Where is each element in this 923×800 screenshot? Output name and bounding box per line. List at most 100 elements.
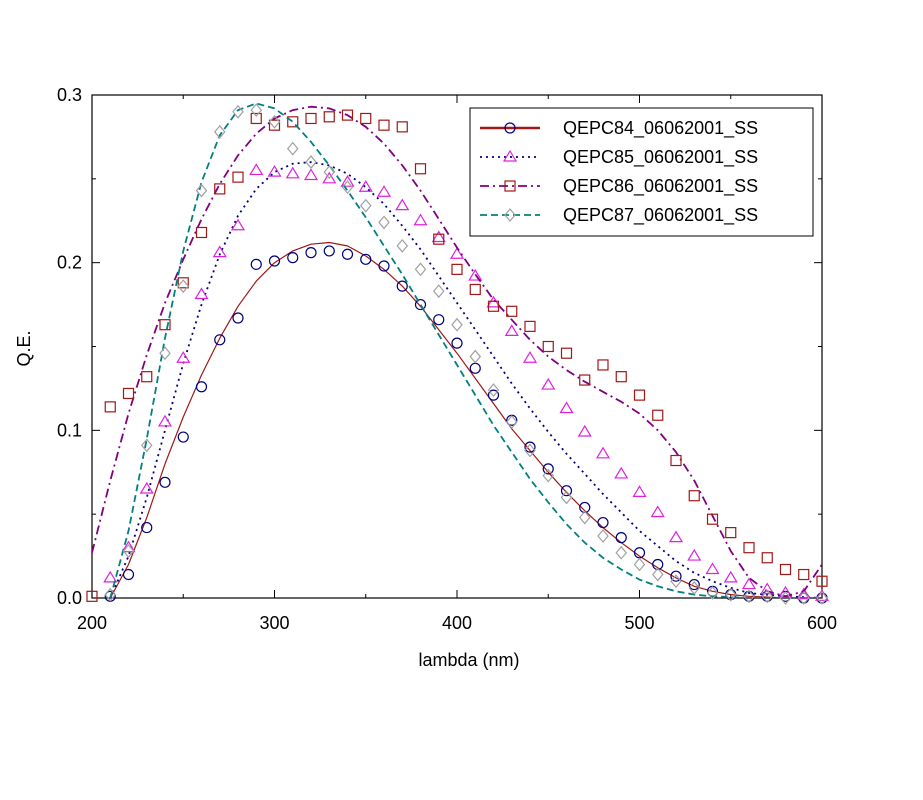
data-point (725, 527, 737, 539)
data-point (305, 112, 317, 125)
series-1 (109, 241, 822, 598)
data-point (798, 568, 810, 581)
data-point (122, 387, 135, 400)
series-3-fit-line (92, 105, 822, 598)
legend-label-2: QEPC85_06062001_SS (563, 147, 758, 168)
data-point (323, 111, 335, 123)
series-4-markers (104, 103, 828, 605)
y-tick-label: 0.2 (57, 253, 82, 273)
data-point (360, 112, 372, 125)
data-point (468, 268, 483, 281)
data-point (159, 346, 171, 361)
data-point (323, 245, 335, 257)
data-point (706, 513, 719, 525)
data-point (230, 218, 246, 231)
data-point (668, 530, 684, 543)
data-point (577, 424, 592, 437)
x-tick-label: 400 (442, 613, 472, 633)
data-point (395, 198, 410, 211)
data-point (378, 119, 390, 131)
data-point (652, 409, 664, 421)
y-axis-title: Q.E. (14, 330, 34, 366)
data-point (559, 401, 574, 414)
data-point (303, 168, 319, 181)
x-tick-label: 500 (624, 613, 654, 633)
data-point (433, 314, 445, 326)
data-point (670, 574, 682, 589)
data-point (431, 230, 446, 243)
data-point (761, 552, 773, 564)
data-point (396, 238, 409, 253)
data-point (705, 562, 720, 575)
data-point (651, 567, 664, 582)
data-point (413, 213, 428, 226)
data-point (487, 389, 500, 401)
legend-label-1: QEPC84_06062001_SS (563, 118, 758, 139)
series-2-fit-line (109, 161, 822, 598)
data-point (213, 124, 226, 139)
data-point (597, 359, 609, 371)
data-point (597, 529, 609, 543)
data-point (761, 589, 774, 604)
series-1-markers (104, 245, 828, 604)
data-point (816, 591, 828, 605)
data-point (305, 247, 317, 259)
legend-label-4: QEPC87_06062001_SS (563, 205, 758, 226)
data-point (579, 501, 591, 514)
data-point (104, 587, 117, 602)
data-point (159, 476, 171, 488)
y-tick-label: 0.1 (57, 420, 82, 440)
data-point (542, 463, 554, 475)
data-point (522, 351, 538, 363)
legend-marker-3 (504, 180, 516, 192)
y-tick-label: 0.3 (57, 85, 82, 105)
series-1-fit-line (109, 241, 822, 598)
data-point (615, 532, 627, 544)
data-point (633, 389, 646, 401)
data-point (414, 163, 427, 175)
data-point (104, 401, 116, 413)
data-point (487, 300, 500, 312)
data-point (688, 581, 701, 595)
data-point (743, 589, 755, 604)
data-point (287, 116, 299, 128)
legend: QEPC84_06062001_SS QEPC85_06062001_SS QEPC… (469, 107, 814, 237)
data-point (779, 563, 792, 576)
data-point (597, 516, 609, 529)
data-point (670, 454, 682, 467)
data-point (688, 490, 700, 502)
legend-label-3: QEPC86_06062001_SS (563, 176, 758, 197)
data-point (268, 255, 281, 267)
x-tick-label: 300 (259, 613, 289, 633)
data-point (141, 521, 153, 534)
series-4-fit-line (109, 102, 822, 598)
data-point (414, 298, 427, 311)
data-point (451, 317, 463, 332)
data-point (376, 185, 392, 197)
data-point (560, 490, 573, 505)
data-point (214, 183, 226, 195)
data-point (378, 215, 390, 230)
legend-marker-1 (504, 122, 516, 134)
data-point (469, 283, 481, 296)
data-point (487, 383, 500, 398)
data-point (176, 351, 191, 363)
data-point (358, 180, 373, 192)
x-tick-label: 600 (807, 613, 837, 633)
data-point (157, 414, 173, 427)
series-2 (109, 161, 822, 598)
data-point (286, 141, 299, 156)
data-point (378, 260, 390, 272)
x-tick-label: 200 (77, 613, 107, 633)
data-point (432, 284, 445, 299)
data-point (359, 198, 372, 213)
data-point (250, 103, 263, 118)
data-point (633, 557, 646, 572)
data-point (232, 104, 244, 119)
data-point (542, 340, 554, 353)
legend-marker-2 (502, 149, 518, 162)
data-point (505, 415, 518, 429)
data-point (195, 226, 208, 239)
data-point (595, 446, 611, 459)
